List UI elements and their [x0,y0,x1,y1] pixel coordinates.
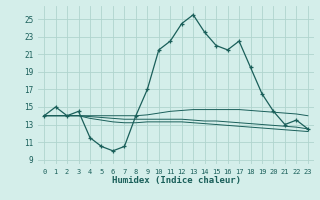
X-axis label: Humidex (Indice chaleur): Humidex (Indice chaleur) [111,176,241,185]
